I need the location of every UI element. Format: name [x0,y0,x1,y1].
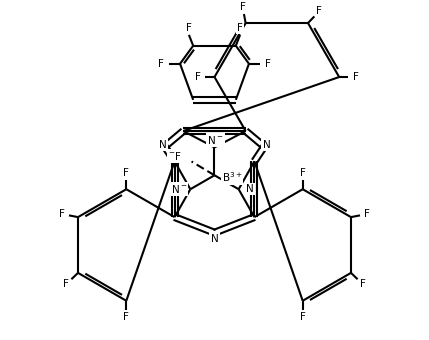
Text: N: N [211,234,218,243]
Text: F: F [158,59,164,69]
Text: N$^-$: N$^-$ [207,134,224,146]
Text: N$^-$: N$^-$ [171,183,187,195]
Text: F: F [124,168,129,178]
Text: F: F [300,168,305,178]
Text: $^{-}$F: $^{-}$F [168,150,182,162]
Text: N: N [263,140,270,150]
Text: F: F [364,209,370,219]
Text: N: N [246,184,254,194]
Text: F: F [195,72,201,82]
Text: F: F [186,23,192,33]
Text: B$^{3+}$: B$^{3+}$ [222,170,242,184]
Text: F: F [300,312,305,322]
Text: F: F [59,209,65,219]
Text: F: F [317,6,322,16]
Text: F: F [124,312,129,322]
Text: F: F [360,279,366,289]
Text: F: F [237,23,243,33]
Text: F: F [265,59,271,69]
Text: N: N [159,140,166,150]
Text: F: F [353,72,359,82]
Text: F: F [63,279,69,289]
Text: F: F [240,2,245,12]
